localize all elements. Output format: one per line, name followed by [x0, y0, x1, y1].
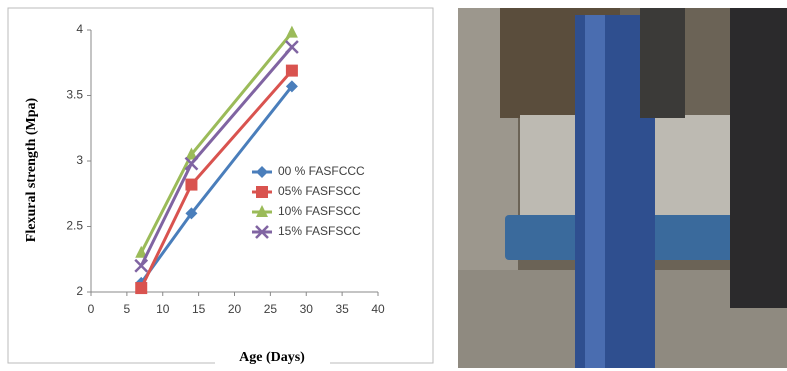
x-tick-label: 10: [156, 302, 170, 316]
x-tick-label: 25: [264, 302, 278, 316]
legend-label: 15% FASFSCC: [278, 224, 361, 238]
legend-swatch: [256, 186, 268, 198]
legend-label: 00 % FASFCCC: [278, 164, 365, 178]
x-tick-label: 0: [88, 302, 95, 316]
figure: Flexural strength (Mpa) Age (Days) 2 2.5 3…: [0, 0, 787, 371]
point: [286, 65, 298, 77]
x-axis-label: Age (Days): [239, 350, 305, 365]
y-tick-label: 4: [76, 22, 83, 36]
y-tick-label: 2.5: [66, 219, 83, 233]
photo: [458, 8, 787, 368]
x-tick-label: 40: [371, 302, 385, 316]
x-tick-label: 15: [192, 302, 206, 316]
y-tick-label: 3: [76, 153, 83, 167]
point: [135, 282, 147, 294]
x-tick-label: 35: [335, 302, 349, 316]
y-axis-label: Flexural strength (Mpa): [24, 97, 39, 242]
legend-label: 10% FASFSCC: [278, 204, 361, 218]
x-tick-label: 5: [124, 302, 131, 316]
x-tick-label: 20: [228, 302, 242, 316]
x-tick-label: 30: [300, 302, 314, 316]
point: [185, 179, 197, 191]
chart-frame: [8, 8, 433, 363]
legend-label: 05% FASFSCC: [278, 184, 361, 198]
y-tick-label: 3.5: [66, 88, 83, 102]
y-tick-label: 2: [76, 284, 83, 298]
